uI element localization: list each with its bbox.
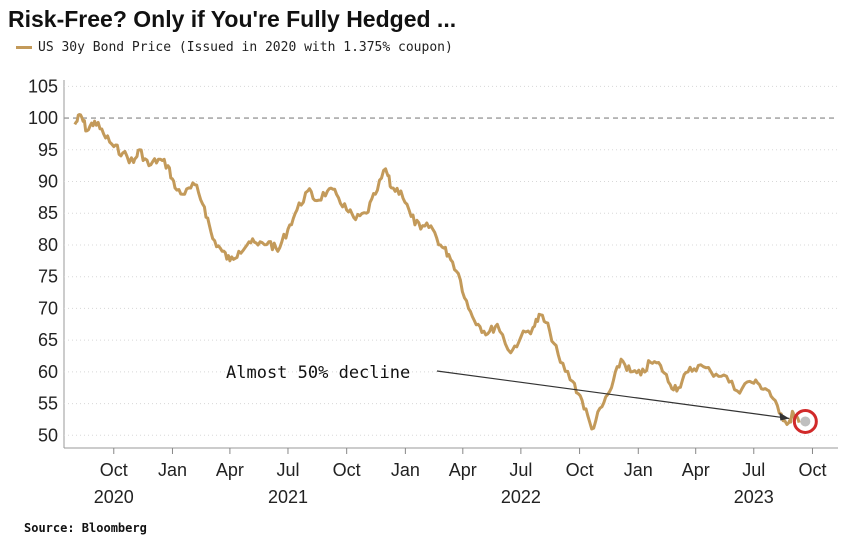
- x-tick-label: Apr: [449, 460, 477, 480]
- x-tick-label: Jul: [509, 460, 532, 480]
- y-tick-label: 100: [28, 108, 58, 128]
- y-axis: 50 55 60 65 70 75 80 85 90 95 100 105: [28, 76, 58, 445]
- series-line: [73, 113, 801, 431]
- x-tick-label: Jan: [158, 460, 187, 480]
- annotation-label: Almost 50% decline: [226, 363, 410, 383]
- y-tick-label: 75: [38, 267, 58, 287]
- x-tick-label: Apr: [216, 460, 244, 480]
- x-tick-label: Oct: [100, 460, 128, 480]
- x-axis: Oct 2020 Jan Apr Jul 2021 Oct Jan Apr Jul 2022 Oct J…: [94, 448, 826, 507]
- y-tick-label: 60: [38, 362, 58, 382]
- x-year-label: 2022: [501, 487, 541, 507]
- x-tick-label: Jul: [742, 460, 765, 480]
- y-tick-label: 90: [38, 172, 58, 192]
- series-layer: [73, 113, 801, 431]
- x-year-label: 2020: [94, 487, 134, 507]
- x-tick-label: Jan: [391, 460, 420, 480]
- source-note: Source: Bloomberg: [24, 521, 147, 535]
- x-tick-label: Oct: [566, 460, 594, 480]
- x-tick-label: Jan: [624, 460, 653, 480]
- legend-label: US 30y Bond Price (Issued in 2020 with 1…: [38, 40, 453, 55]
- y-tick-label: 95: [38, 140, 58, 160]
- x-tick-label: Apr: [682, 460, 710, 480]
- x-tick-label: Jul: [276, 460, 299, 480]
- y-tick-label: 105: [28, 76, 58, 96]
- x-tick-label: Oct: [333, 460, 361, 480]
- x-tick-label: Oct: [798, 460, 826, 480]
- x-year-label: 2021: [268, 487, 308, 507]
- annotation-arrowhead: [779, 412, 790, 421]
- y-tick-label: 70: [38, 298, 58, 318]
- y-tick-label: 55: [38, 394, 58, 414]
- y-tick-label: 85: [38, 203, 58, 223]
- y-tick-label: 50: [38, 425, 58, 445]
- annotation-layer: Almost 50% decline: [226, 363, 818, 434]
- chart-title: Risk-Free? Only if You're Fully Hedged .…: [8, 6, 457, 32]
- x-year-label: 2023: [734, 487, 774, 507]
- highlight-dot: [800, 416, 811, 427]
- highlight-circle: [792, 408, 818, 434]
- legend: US 30y Bond Price (Issued in 2020 with 1…: [16, 40, 453, 55]
- y-tick-label: 80: [38, 235, 58, 255]
- legend-swatch: [16, 46, 32, 49]
- y-tick-label: 65: [38, 330, 58, 350]
- annotation-arrow: [436, 370, 790, 420]
- grid: [63, 80, 838, 449]
